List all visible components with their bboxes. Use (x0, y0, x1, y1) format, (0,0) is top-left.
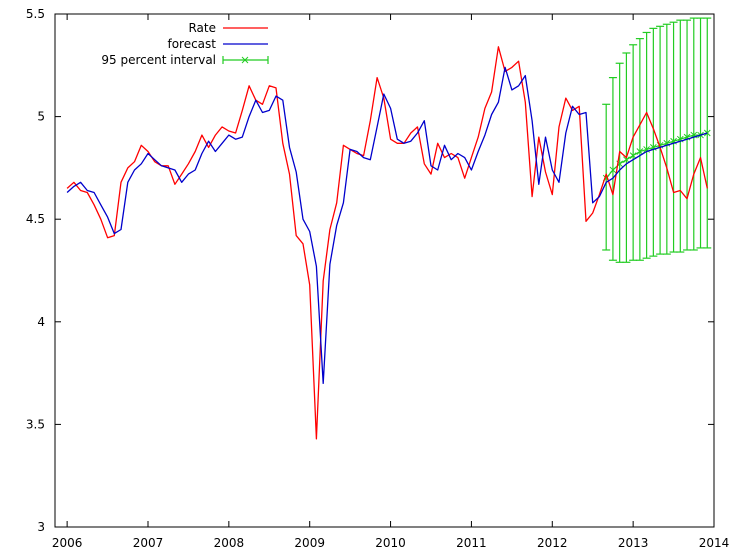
x-axis-ticks: 2006 2007 2008 2009 2010 2011 2012 2013 2014 (52, 14, 729, 550)
plot-frame (54, 13, 715, 528)
legend: Rate forecast 95 percent interval (101, 21, 269, 67)
y-tick-label: 5.5 (26, 7, 45, 21)
x-tick-label: 2010 (375, 536, 406, 550)
x-tick-label: 2013 (618, 536, 649, 550)
legend-label: forecast (167, 37, 216, 51)
interval-point-mark (643, 146, 650, 153)
interval-point-mark (629, 152, 637, 159)
interval-point-mark (623, 156, 630, 164)
x-tick-label: 2006 (52, 536, 83, 550)
legend-label: Rate (188, 21, 216, 35)
y-tick-label: 3.5 (26, 417, 45, 431)
legend-swatch-mark (241, 56, 249, 64)
interval-series (602, 17, 712, 263)
x-tick-label: 2007 (133, 536, 164, 550)
legend-label: 95 percent interval (101, 53, 216, 67)
interval-center-line (605, 132, 708, 179)
interval-point-mark (609, 166, 617, 174)
y-tick-label: 5 (37, 110, 45, 124)
x-tick-label: 2008 (214, 536, 245, 550)
y-tick-label: 4 (37, 315, 45, 329)
x-tick-label: 2012 (537, 536, 568, 550)
x-tick-label: 2009 (294, 536, 325, 550)
y-tick-label: 3 (37, 520, 45, 534)
interval-point-mark (636, 148, 644, 155)
series-line-forecast (66, 66, 708, 385)
y-tick-label: 4.5 (26, 212, 45, 226)
x-tick-label: 2011 (456, 536, 487, 550)
x-tick-label: 2014 (699, 536, 730, 550)
y-axis-ticks: 3 3.5 4 4.5 5 5.5 (26, 7, 714, 534)
series-line-rate (66, 46, 708, 440)
line-series (66, 46, 708, 440)
